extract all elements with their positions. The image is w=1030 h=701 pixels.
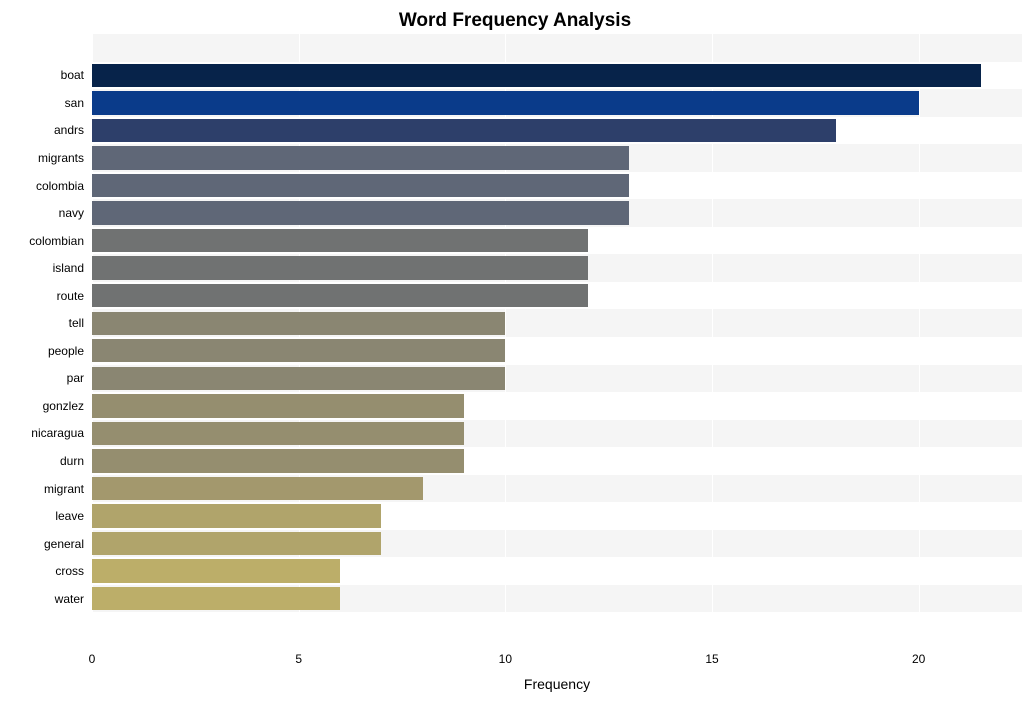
y-axis-label: cross	[0, 564, 84, 578]
bar	[92, 422, 464, 445]
y-axis-label: water	[0, 592, 84, 606]
chart-container: Word Frequency Analysis boat san andrs migr…	[0, 0, 1030, 701]
bar	[92, 504, 381, 527]
y-axis-label: durn	[0, 454, 84, 468]
y-axis-label: leave	[0, 509, 84, 523]
bar	[92, 256, 588, 279]
bar	[92, 64, 981, 87]
x-axis-title: Frequency	[457, 676, 657, 692]
y-axis-label: par	[0, 371, 84, 385]
bar	[92, 339, 505, 362]
y-axis-label: tell	[0, 316, 84, 330]
bar	[92, 449, 464, 472]
bar	[92, 201, 629, 224]
y-axis-label: navy	[0, 206, 84, 220]
y-axis-label: route	[0, 289, 84, 303]
chart-title: Word Frequency Analysis	[0, 10, 1030, 32]
x-axis-tick: 20	[912, 652, 925, 666]
grid-line	[919, 34, 920, 640]
bar	[92, 587, 340, 610]
y-axis-label: boat	[0, 68, 84, 82]
bar	[92, 284, 588, 307]
y-axis-label: general	[0, 537, 84, 551]
grid-band	[92, 612, 1022, 640]
y-axis-label: colombia	[0, 179, 84, 193]
bar	[92, 394, 464, 417]
y-axis-label: colombian	[0, 234, 84, 248]
x-axis-tick: 0	[89, 652, 96, 666]
y-axis-label: migrant	[0, 482, 84, 496]
bar	[92, 146, 629, 169]
x-axis-tick: 5	[295, 652, 302, 666]
y-axis-label: nicaragua	[0, 426, 84, 440]
x-axis-tick: 10	[499, 652, 512, 666]
bar	[92, 477, 423, 500]
y-axis-label: people	[0, 344, 84, 358]
bar	[92, 119, 836, 142]
bar	[92, 174, 629, 197]
y-axis-label: island	[0, 261, 84, 275]
bar	[92, 559, 340, 582]
y-axis-label: andrs	[0, 123, 84, 137]
bar	[92, 532, 381, 555]
x-axis-tick: 15	[705, 652, 718, 666]
bar	[92, 229, 588, 252]
bar	[92, 91, 919, 114]
plot-area	[92, 34, 1022, 640]
grid-band	[92, 34, 1022, 62]
bar	[92, 367, 505, 390]
y-axis-label: gonzlez	[0, 399, 84, 413]
bar	[92, 312, 505, 335]
y-axis-label: san	[0, 96, 84, 110]
y-axis-label: migrants	[0, 151, 84, 165]
